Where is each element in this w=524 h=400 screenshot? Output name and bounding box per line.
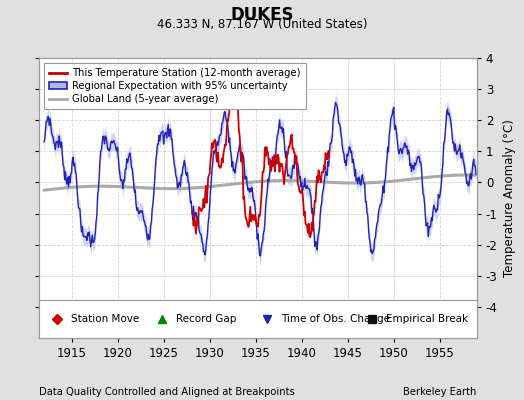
Text: Data Quality Controlled and Aligned at Breakpoints: Data Quality Controlled and Aligned at B… — [39, 387, 295, 397]
Text: Station Move: Station Move — [71, 314, 139, 324]
Text: Record Gap: Record Gap — [176, 314, 236, 324]
Text: DUKES: DUKES — [230, 6, 294, 24]
Text: Berkeley Earth: Berkeley Earth — [403, 387, 477, 397]
Text: 46.333 N, 87.167 W (United States): 46.333 N, 87.167 W (United States) — [157, 18, 367, 31]
Legend: This Temperature Station (12-month average), Regional Expectation with 95% uncer: This Temperature Station (12-month avera… — [45, 63, 306, 109]
Text: Empirical Break: Empirical Break — [386, 314, 468, 324]
Text: Time of Obs. Change: Time of Obs. Change — [281, 314, 390, 324]
Y-axis label: Temperature Anomaly (°C): Temperature Anomaly (°C) — [503, 119, 516, 277]
